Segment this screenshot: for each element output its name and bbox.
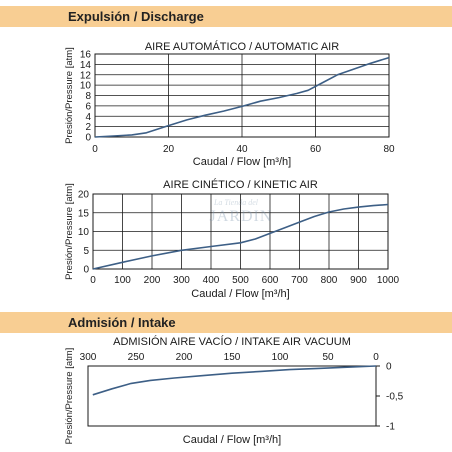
chart3-xtick-label-2: 200 (176, 352, 193, 363)
chart3-xtick-label-6: 0 (373, 352, 379, 363)
chart2-xlabel: Caudal / Flow [m³/h] (191, 288, 289, 300)
chart3-xlabel: Caudal / Flow [m³/h] (183, 434, 281, 446)
watermark-big-text: JARDIN (209, 208, 273, 225)
chart1-xtick-label-3: 60 (310, 144, 322, 155)
chart2-xtick-label-4: 400 (203, 275, 220, 286)
chart1-series-line-0 (94, 56, 390, 138)
chart1-ytick-label-1: 2 (85, 122, 91, 133)
chart2-xtick-label-1: 100 (114, 275, 131, 286)
discharge-section-title: Expulsión / Discharge (68, 9, 204, 24)
chart1-xlabel: Caudal / Flow [m³/h] (193, 156, 291, 168)
discharge-header-band (0, 6, 452, 27)
chart2-xtick-label-7: 700 (291, 275, 308, 286)
chart1-ytick-label-2: 4 (85, 112, 91, 123)
chart3-plot-frame (87, 365, 377, 427)
chart3-xtick-label-1: 250 (128, 352, 145, 363)
intake-section-title: Admisión / Intake (68, 315, 176, 330)
chart2-xtick-label-10: 1000 (377, 275, 400, 286)
chart1-xtick-label-2: 40 (236, 144, 248, 155)
chart2-series-line-0 (92, 203, 389, 270)
chart3-ytick-label-1: -0,5 (386, 392, 404, 403)
chart2-xtick-label-6: 600 (262, 275, 279, 286)
chart1-ytick-label-4: 8 (85, 91, 91, 102)
chart2-title: AIRE CINÉTICO / KINETIC AIR (163, 178, 318, 191)
chart2-plot-frame (92, 193, 389, 270)
chart3-xtick-label-5: 50 (322, 352, 334, 363)
chart3-xtick-label-3: 150 (224, 352, 241, 363)
chart2-ytick-label-1: 5 (83, 246, 89, 257)
chart3-title: ADMISIÓN AIRE VACÍO / INTAKE AIR VACUUM (113, 335, 351, 348)
chart2-xtick-label-5: 500 (232, 275, 249, 286)
chart3-xtick-label-0: 300 (80, 352, 97, 363)
chart1-ytick-label-5: 10 (80, 81, 92, 92)
chart3-xtick-label-4: 100 (272, 352, 289, 363)
chart1-ylabel: Presión/Pressure [atm] (64, 47, 75, 144)
chart1-plot-frame (94, 53, 390, 138)
chart1-ytick-label-3: 6 (85, 101, 91, 112)
chart2-xtick-label-8: 800 (321, 275, 338, 286)
chart1-xtick-label-0: 0 (92, 144, 98, 155)
chart2-ytick-label-3: 15 (78, 208, 90, 219)
chart1-xtick-label-4: 80 (383, 144, 395, 155)
chart1-ytick-label-0: 0 (85, 133, 91, 144)
chart1-ytick-label-6: 12 (80, 70, 92, 81)
chart2-ytick-label-4: 20 (78, 190, 90, 201)
intake-header-band (0, 312, 452, 333)
chart2-xtick-label-2: 200 (144, 275, 161, 286)
watermark-logo: La Tienda del JARDIN (188, 196, 284, 244)
chart2-xtick-label-0: 0 (90, 275, 96, 286)
chart2-xtick-label-9: 900 (350, 275, 367, 286)
chart3-ytick-label-2: -1 (386, 422, 395, 433)
chart1-ytick-label-8: 16 (80, 50, 92, 61)
chart3-ytick-label-0: 0 (386, 362, 392, 373)
chart1-ytick-label-7: 14 (80, 60, 92, 71)
chart3-series-line-0 (92, 365, 377, 396)
watermark-small-text: La Tienda del (213, 198, 258, 207)
chart2-ylabel: Presión/Pressure [atm] (64, 183, 75, 280)
chart1-xtick-label-1: 20 (163, 144, 175, 155)
chart3-ylabel: Presión/Pressure [atm] (64, 348, 75, 445)
chart2-ytick-label-0: 0 (83, 265, 89, 276)
chart2-ytick-label-2: 10 (78, 227, 90, 238)
chart1-title: AIRE AUTOMÁTICO / AUTOMATIC AIR (145, 40, 339, 53)
chart2-xtick-label-3: 300 (173, 275, 190, 286)
